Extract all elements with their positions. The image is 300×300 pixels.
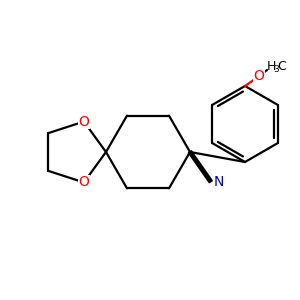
Text: C: C <box>277 59 286 73</box>
Text: N: N <box>214 176 224 190</box>
Text: O: O <box>79 115 89 129</box>
Text: H: H <box>267 59 276 73</box>
Text: O: O <box>79 176 89 189</box>
Text: O: O <box>254 69 264 83</box>
Text: 3: 3 <box>273 64 279 74</box>
